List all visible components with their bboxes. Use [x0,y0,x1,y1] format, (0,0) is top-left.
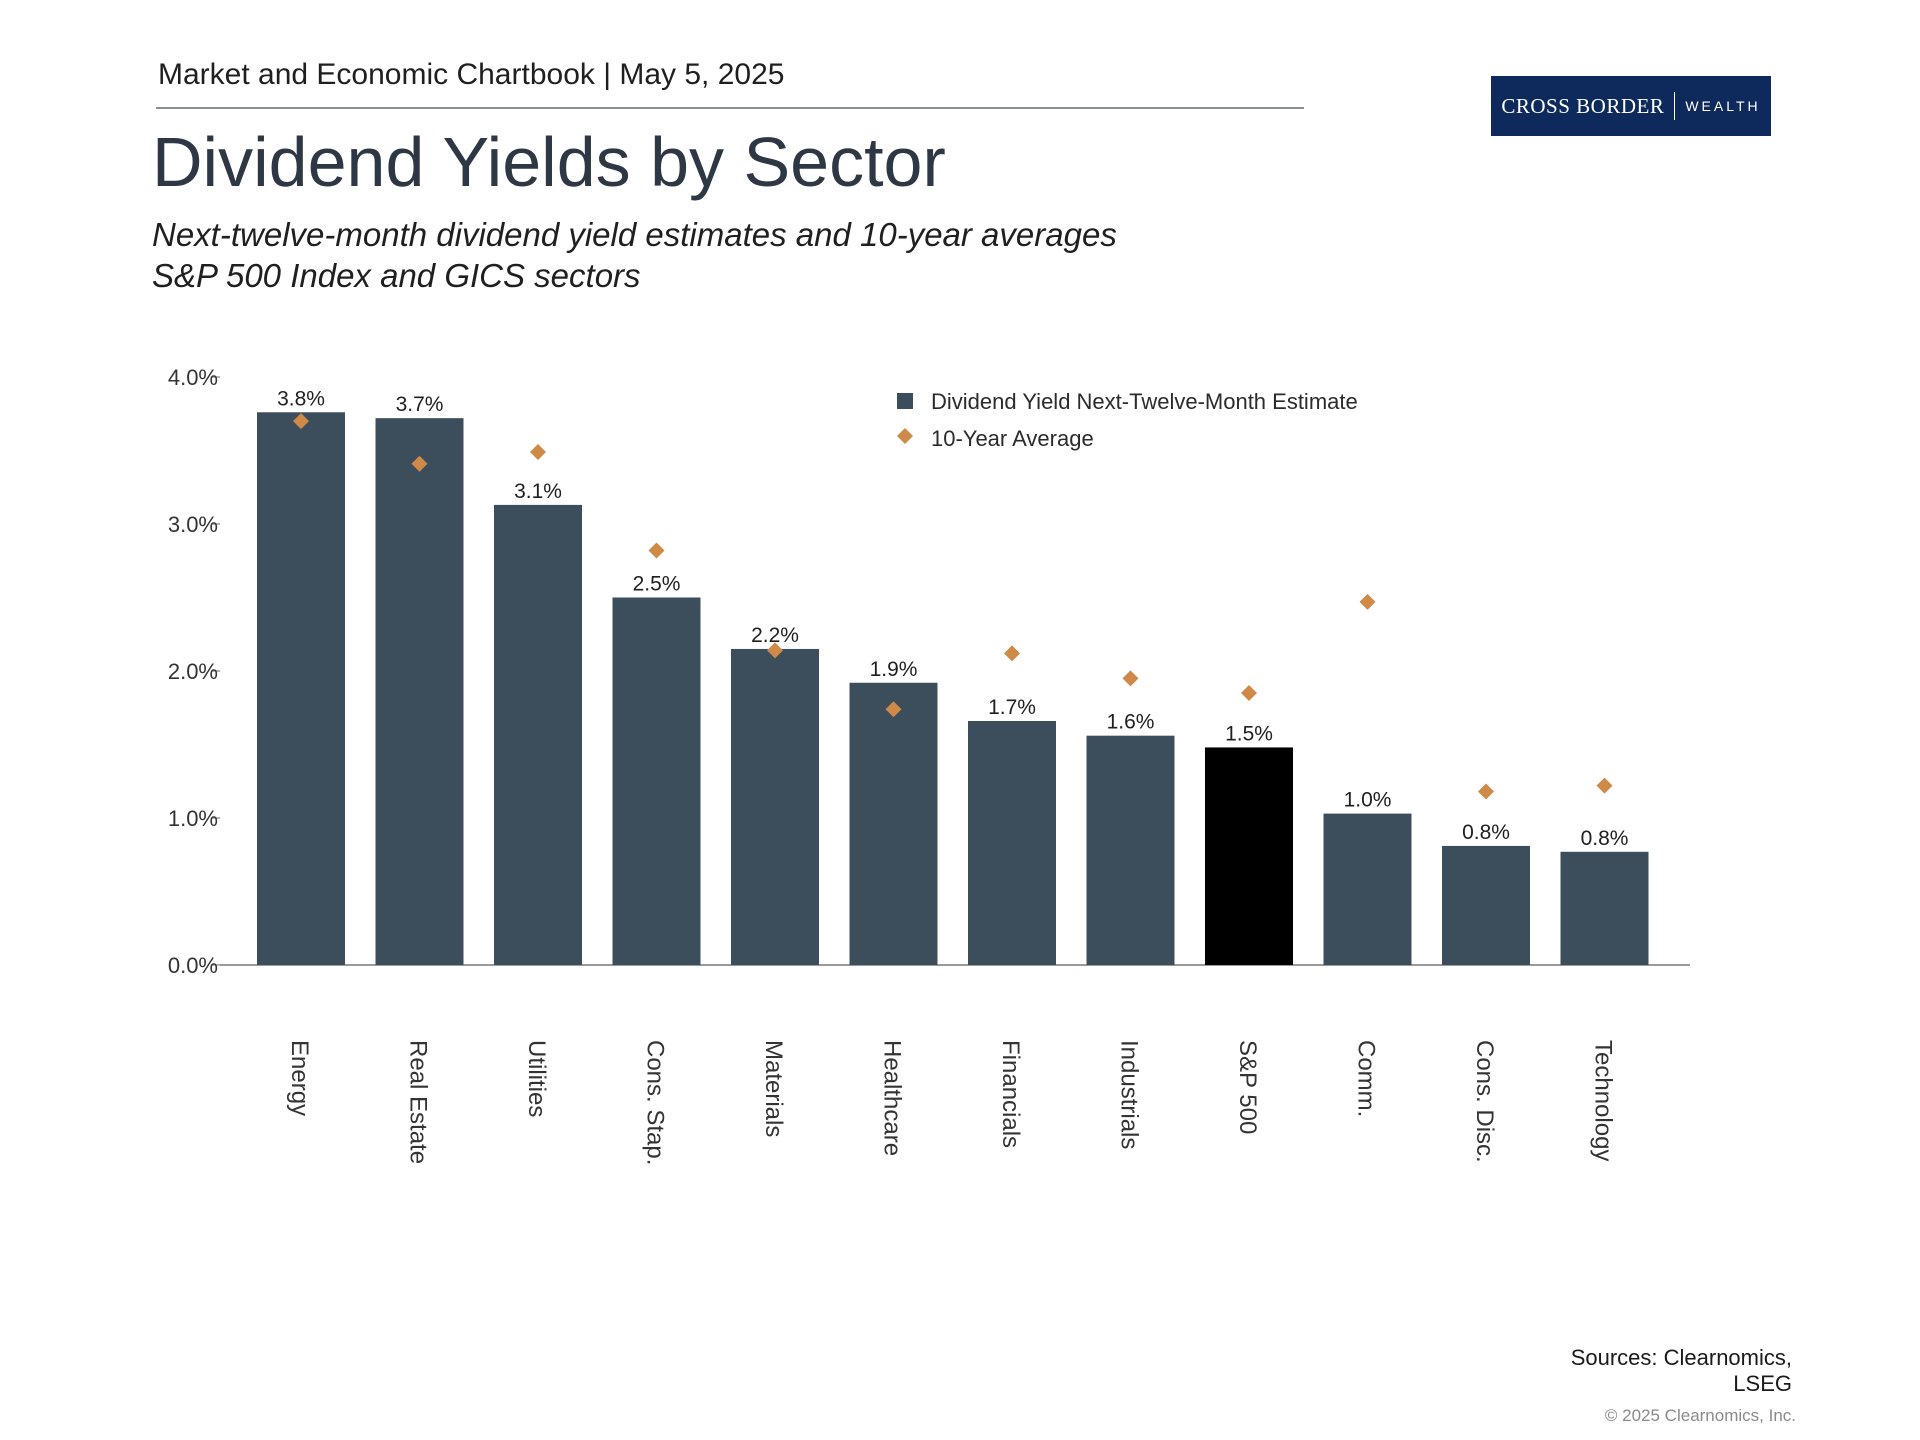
ten-year-average-marker [1478,783,1494,800]
ten-year-average-marker [293,413,309,430]
data-labels: 3.8% 3.7% 3.1% 2.5% 2.2% 1.9% 1.7% 1.6% 1.5% 1.0%… [277,387,1628,850]
bar-value-label: 2.2% [751,624,799,647]
x-tick-label: S&P 500 [1234,1040,1261,1134]
legend-marker-label: 10-Year Average [931,426,1094,451]
x-tick-label: Technology [1590,1040,1617,1161]
x-tick-label: Energy [286,1040,313,1116]
subtitle: Next-twelve-month dividend yield estimat… [152,214,1117,296]
ten-year-average-marker [767,642,783,659]
y-tick-label: 1.0% [168,806,218,831]
legend: Dividend Yield Next-Twelve-Month Estimat… [897,389,1358,451]
bar-value-label: 1.9% [870,658,918,681]
subtitle-line-2: S&P 500 Index and GICS sectors [152,257,641,294]
logo-separator [1674,92,1676,120]
ten-year-average-marker [411,455,428,472]
legend-marker-swatch [897,428,913,444]
x-tick-label: Healthcare [879,1040,906,1156]
bar-value-label: 3.1% [514,480,562,503]
ten-year-average-marker [1359,593,1376,610]
ten-year-average-marker [885,701,902,718]
x-tick-label: Cons. Stap. [642,1040,669,1165]
bar-value-label: 1.7% [988,696,1036,719]
x-tick-label: Cons. Disc. [1471,1040,1498,1163]
y-tick-label: 2.0% [168,659,218,684]
ten-year-average-marker [530,443,546,460]
bar-value-label: 1.0% [1344,789,1392,812]
x-tick-label: Real Estate [405,1040,432,1164]
average-markers [293,413,1613,800]
header-divider [156,107,1304,109]
company-logo: CROSS BORDER WEALTH [1491,76,1771,136]
y-tick-label: 3.0% [168,512,218,537]
bar-industrials [1086,735,1175,965]
bar-value-label: 3.7% [396,393,444,416]
bar-energy [257,412,345,965]
ten-year-average-marker [1004,645,1020,662]
x-axis: Energy Real Estate Utilities Cons. Stap. Mat… [286,1040,1617,1165]
x-tick-label: Industrials [1116,1040,1143,1149]
bar-value-label: 0.8% [1462,821,1510,844]
bar-comm- [1323,813,1412,965]
bar-real-estate [375,418,464,965]
y-tick-label: 4.0% [168,365,218,390]
logo-sub: WEALTH [1685,98,1761,114]
x-tick-label: Financials [997,1040,1024,1148]
bar-materials [731,648,819,965]
x-tick-label: Materials [760,1040,787,1137]
bar-utilities [494,504,582,965]
page-title: Dividend Yields by Sector [152,123,946,201]
bar-value-label: 3.8% [277,387,325,410]
chart-container: 0.0% 1.0% 2.0% 3.0% 4.0% 3.8% 3.7% 3.1% 2.5% 2.2… [168,365,1690,1165]
bar-value-label: 2.5% [633,573,681,596]
subtitle-line-1: Next-twelve-month dividend yield estimat… [152,216,1117,253]
bar-healthcare [849,682,938,965]
x-tick-label: Comm. [1353,1040,1380,1117]
ten-year-average-marker [1596,777,1613,794]
bar-value-label: 1.5% [1225,722,1273,745]
legend-bar-swatch [897,393,913,409]
bar-value-label: 1.6% [1107,711,1155,734]
ten-year-average-marker [1241,685,1257,702]
dividend-yield-chart: 0.0% 1.0% 2.0% 3.0% 4.0% 3.8% 3.7% 3.1% 2.5% 2.2… [168,365,1690,1165]
y-tick-label: 0.0% [168,953,218,978]
bar-value-label: 0.8% [1581,827,1629,850]
chartbook-header: Market and Economic Chartbook | May 5, 2… [158,58,785,91]
ten-year-average-marker [1122,670,1139,687]
bar-cons-stap- [612,597,701,965]
x-tick-label: Utilities [523,1040,550,1117]
bar-s-p-500 [1205,747,1293,965]
bar-financials [968,720,1056,965]
bars [257,412,1649,965]
bar-cons-disc- [1442,845,1530,965]
legend-bar-label: Dividend Yield Next-Twelve-Month Estimat… [931,389,1358,414]
sources-line-1: Sources: Clearnomics, [1570,1345,1792,1370]
ten-year-average-marker [648,542,665,559]
sources-line-2: LSEG [1733,1371,1792,1396]
logo-brand: CROSS BORDER [1501,93,1665,118]
copyright: © 2025 Clearnomics, Inc. [1604,1406,1796,1425]
sources-note: Sources: Clearnomics, LSEG [1492,1345,1792,1397]
bar-technology [1560,851,1649,965]
